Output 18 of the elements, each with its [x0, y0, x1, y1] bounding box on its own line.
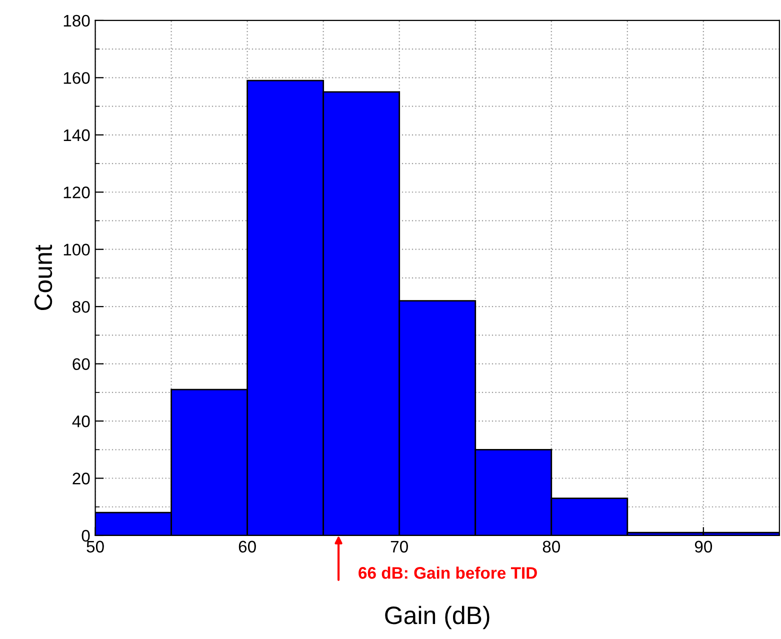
x-tick-label: 70 — [390, 540, 408, 553]
y-tick-label: 60 — [72, 358, 90, 370]
x-tick-label: 60 — [238, 540, 256, 553]
y-tick-label: 140 — [64, 129, 90, 142]
y-tick-label: 40 — [72, 415, 90, 428]
x-tick-label: 50 — [86, 540, 104, 553]
x-tick-label: 90 — [694, 540, 712, 553]
annotation: 66 dB: Gain before TID — [358, 566, 537, 579]
y-tick-label: 80 — [72, 300, 90, 313]
y-tick-label: 100 — [64, 244, 90, 256]
y-tick-label: 0 — [82, 530, 90, 542]
y-tick-label: 180 — [64, 14, 90, 27]
x-axis-title: Gain (dB) — [385, 606, 490, 630]
y-tick-label: 160 — [64, 72, 90, 84]
y-tick-label: 120 — [64, 186, 90, 198]
x-tick-label: 80 — [542, 540, 560, 553]
y-axis-title: Count — [34, 244, 52, 310]
y-tick-label: 20 — [72, 472, 90, 484]
